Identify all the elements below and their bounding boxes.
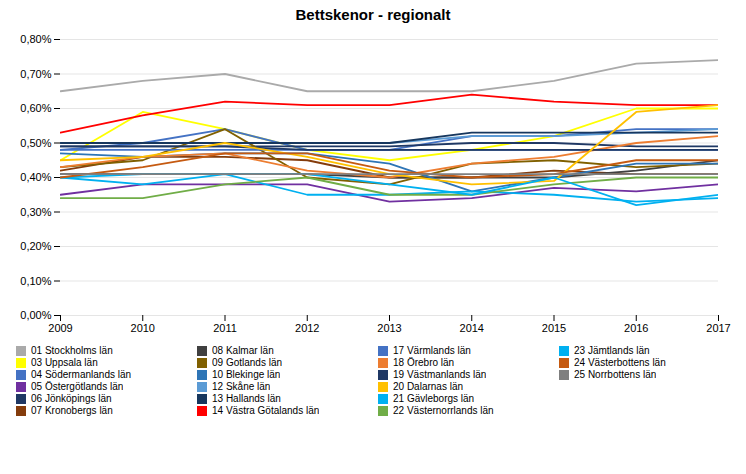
html-text:20 Dalarnas län: 20 Dalarnas län	[393, 381, 463, 392]
html-text:25 Norrbottens län: 25 Norrbottens län	[574, 369, 657, 380]
html-text:24 Västerbottens län: 24 Västerbottens län	[574, 357, 666, 368]
html-text:08 Kalmar län: 08 Kalmar län	[212, 345, 274, 356]
html-text:13 Hallands län: 13 Hallands län	[212, 393, 281, 404]
svg-text:2017: 2017	[706, 322, 730, 334]
svg-text:0,30%: 0,30%	[20, 206, 51, 218]
html-text:10 Blekinge län: 10 Blekinge län	[212, 369, 281, 380]
svg-text:0,50%: 0,50%	[20, 137, 51, 149]
svg-text:0,00%: 0,00%	[20, 309, 51, 321]
svg-text:2010: 2010	[131, 322, 155, 334]
svg-text:0,40%: 0,40%	[20, 171, 51, 183]
svg-text:2016: 2016	[624, 322, 648, 334]
svg-text:2014: 2014	[460, 322, 484, 334]
svg-text:0,60%: 0,60%	[20, 102, 51, 114]
html-text:14 Västra Götalands län: 14 Västra Götalands län	[212, 405, 320, 416]
html-text:19 Västmanlands län: 19 Västmanlands län	[393, 369, 487, 380]
html-text:05 Östergötlands län: 05 Östergötlands län	[31, 381, 124, 392]
svg-text:0,70%: 0,70%	[20, 68, 51, 80]
html-text:22 Västernorrlands län: 22 Västernorrlands län	[393, 405, 494, 416]
html-text:03 Uppsala län: 03 Uppsala län	[31, 357, 98, 368]
svg-text:2013: 2013	[377, 322, 401, 334]
html-text:09 Gotlands län: 09 Gotlands län	[212, 357, 283, 368]
html-text:17 Värmlands län: 17 Värmlands län	[393, 345, 471, 356]
html-text:Bettskenor - regionalt: Bettskenor - regionalt	[295, 6, 451, 23]
svg-text:0,10%: 0,10%	[20, 275, 51, 287]
svg-text:2015: 2015	[542, 322, 566, 334]
html-text:07 Kronobergs län: 07 Kronobergs län	[31, 405, 113, 416]
html-text:18 Örebro län: 18 Örebro län	[393, 357, 455, 368]
html-text:06 Jönköpings län: 06 Jönköpings län	[31, 393, 112, 404]
html-text:23 Jämtlands län: 23 Jämtlands län	[574, 345, 650, 356]
html-text:21 Gävleborgs län: 21 Gävleborgs län	[393, 393, 475, 404]
svg-text:0,20%: 0,20%	[20, 240, 51, 252]
html-text:12 Skåne län: 12 Skåne län	[212, 381, 271, 392]
svg-text:2009: 2009	[48, 322, 72, 334]
html-text:01 Stockholms län: 01 Stockholms län	[31, 345, 113, 356]
svg-text:0,80%: 0,80%	[20, 33, 51, 45]
svg-text:2012: 2012	[295, 322, 319, 334]
svg-text:2011: 2011	[213, 322, 237, 334]
html-text:04 Södermanlands län: 04 Södermanlands län	[31, 369, 132, 380]
